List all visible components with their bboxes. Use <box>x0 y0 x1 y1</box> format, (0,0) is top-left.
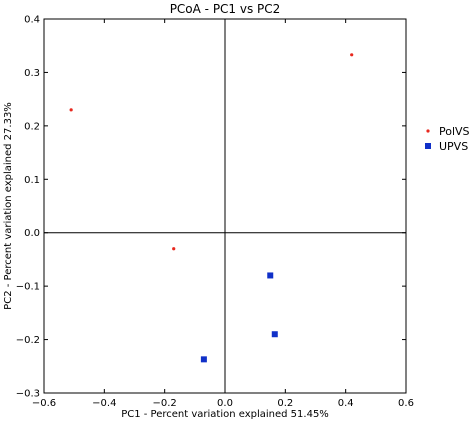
point-upvs <box>267 272 274 279</box>
legend: PolVS UPVS <box>425 125 470 153</box>
y-tick-label: 0.3 <box>24 68 40 79</box>
x-tick-label: 0.4 <box>338 398 354 409</box>
x-axis-ticks: −0.6 −0.4 −0.2 0.0 0.2 0.4 0.6 <box>32 19 414 409</box>
legend-marker-upvs <box>425 143 431 149</box>
legend-label-upvs: UPVS <box>439 140 468 153</box>
y-axis-ticks: −0.3 −0.2 −0.1 0.0 0.1 0.2 0.3 0.4 <box>16 15 406 400</box>
point-upvs <box>200 356 207 363</box>
data-points <box>69 53 354 363</box>
y-axis-label: PC2 - Percent variation explained 27.33% <box>3 102 14 310</box>
x-tick-label: −0.2 <box>153 398 177 409</box>
legend-marker-polvs <box>426 129 430 133</box>
y-tick-label: 0.4 <box>24 15 40 26</box>
x-axis-label: PC1 - Percent variation explained 51.45% <box>121 409 329 420</box>
point-polvs <box>172 247 176 251</box>
y-tick-label: −0.3 <box>16 389 40 400</box>
y-tick-label: −0.1 <box>16 282 40 293</box>
y-tick-label: 0.0 <box>24 228 40 239</box>
point-polvs <box>69 108 73 112</box>
x-tick-label: −0.4 <box>92 398 116 409</box>
zero-lines <box>44 19 406 393</box>
y-tick-label: 0.1 <box>24 175 40 186</box>
x-tick-label: 0.6 <box>398 398 414 409</box>
y-tick-label: −0.2 <box>16 335 40 346</box>
x-tick-label: 0.0 <box>217 398 233 409</box>
point-polvs <box>350 53 354 57</box>
chart-title: PCoA - PC1 vs PC2 <box>170 2 281 16</box>
point-upvs <box>271 331 278 338</box>
y-tick-label: 0.2 <box>24 121 40 132</box>
x-tick-label: −0.6 <box>32 398 56 409</box>
x-tick-label: 0.2 <box>277 398 293 409</box>
legend-label-polvs: PolVS <box>439 125 470 138</box>
